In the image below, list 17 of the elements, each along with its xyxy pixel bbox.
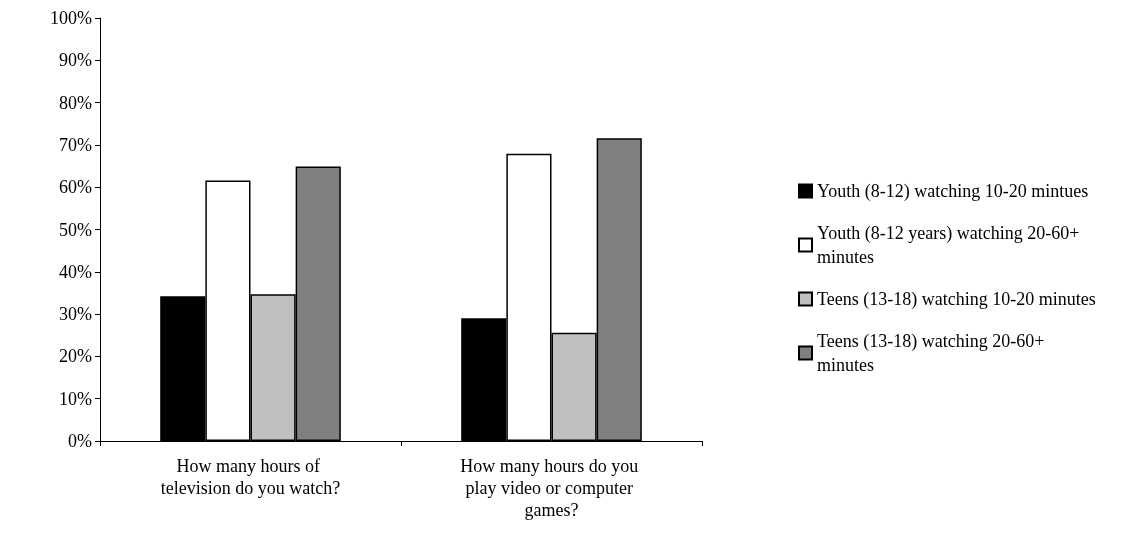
- y-tick-label: 30%: [59, 304, 92, 325]
- y-tick-label: 0%: [68, 431, 92, 451]
- y-tick-label: 60%: [59, 177, 92, 198]
- y-tick-label: 80%: [59, 92, 92, 113]
- y-tick-label: 20%: [59, 346, 92, 367]
- y-tick-label: 70%: [59, 134, 92, 155]
- y-tick-label: 50%: [59, 219, 92, 240]
- y-tick-label: 10%: [59, 388, 92, 409]
- legend-label: Teens (13-18) watching 10-20 minutes: [817, 289, 1096, 310]
- y-tick-label: 40%: [59, 261, 92, 282]
- x-tick-label: How many hours of television do you watch?: [160, 456, 341, 498]
- y-tick-label: 90%: [59, 50, 92, 71]
- x-tick-label: How many hours do you play video or computer games?: [460, 456, 643, 520]
- y-tick-label: 100%: [50, 8, 92, 28]
- legend-label: Teens (13-18) watching 20-60+ minutes: [817, 331, 1049, 375]
- legend-label: Youth (8-12) watching 10-20 mintues: [817, 181, 1089, 202]
- legend-label: Youth (8-12 years) watching 20-60+ minutes: [817, 223, 1084, 267]
